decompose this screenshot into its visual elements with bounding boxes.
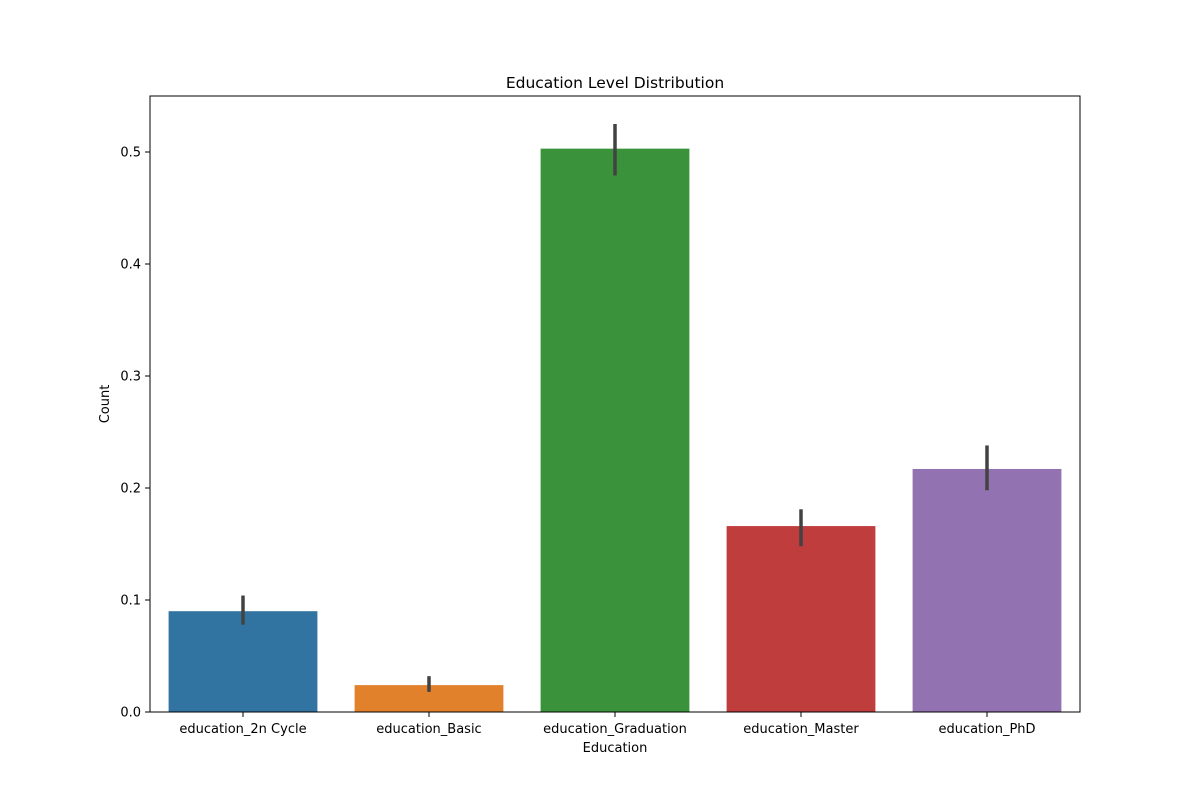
- y-tick-label: 0.3: [120, 370, 141, 385]
- bars-layer: [168, 148, 1062, 712]
- x-axis-label: Education: [583, 741, 648, 756]
- bar: [726, 526, 876, 712]
- y-tick-label: 0.5: [120, 146, 141, 161]
- y-tick-label: 0.4: [120, 258, 141, 273]
- error-bars-layer: [241, 124, 989, 692]
- y-axis-label: Count: [98, 385, 113, 424]
- x-tick-label: education_2n Cycle: [179, 722, 306, 737]
- x-tick-label: education_Basic: [376, 722, 481, 737]
- chart-title: Education Level Distribution: [506, 74, 724, 92]
- bar: [540, 148, 690, 712]
- x-tick-label: education_PhD: [938, 722, 1035, 737]
- x-tick-label: education_Master: [743, 722, 859, 737]
- x-axis: education_2n Cycle education_Basic educati…: [179, 712, 1036, 737]
- x-tick-label: education_Graduation: [543, 722, 687, 737]
- y-axis: 0.0 0.1 0.2 0.3 0.4 0.5: [120, 146, 150, 721]
- bar: [912, 468, 1062, 712]
- y-tick-label: 0.0: [120, 706, 141, 721]
- y-tick-label: 0.2: [120, 482, 141, 497]
- y-tick-label: 0.1: [120, 594, 141, 609]
- bar: [168, 611, 318, 712]
